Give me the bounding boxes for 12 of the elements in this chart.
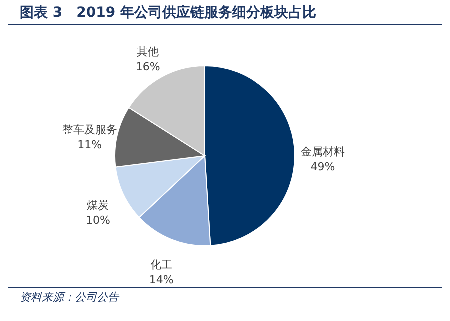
slice-label: 化工 — [150, 258, 173, 272]
data-label: 11% — [78, 138, 102, 152]
data-label: 16% — [136, 60, 160, 74]
chart-title: 图表 3 2019 年公司供应链服务细分板块占比 — [8, 0, 442, 25]
data-label: 14% — [149, 274, 174, 287]
data-label: 10% — [86, 214, 110, 228]
text: 资料来源：公司公告 — [8, 287, 442, 307]
slice-label: 金属材料 — [300, 145, 345, 158]
slice-label: 煤炭 — [87, 199, 110, 212]
data-label: 49% — [310, 160, 336, 174]
slice-label: 其他 — [137, 46, 160, 59]
slice-label: 整车及服务 — [62, 123, 118, 136]
